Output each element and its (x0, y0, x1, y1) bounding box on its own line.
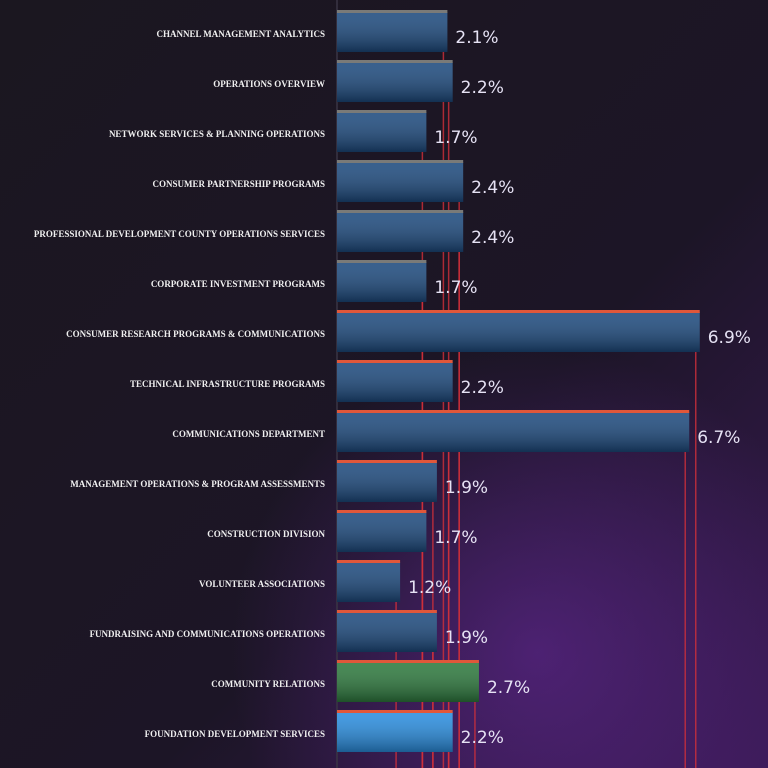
value-label: 6.7% (697, 428, 740, 448)
category-label: COMMUNICATIONS DEPARTMENT (172, 429, 325, 439)
bar-edge (337, 410, 690, 413)
bar-edge (337, 210, 464, 213)
category-label: CORPORATE INVESTMENT PROGRAMS (151, 279, 325, 289)
bar-shade (337, 662, 479, 702)
category-label: FUNDRAISING AND COMMUNICATIONS OPERATION… (90, 629, 325, 639)
bar-shade (337, 262, 427, 302)
plot: CHANNEL MANAGEMENT ANALYTICS 2.1% OPERATIO… (34, 10, 751, 768)
category-label: PROFESSIONAL DEVELOPMENT COUNTY OPERATIO… (34, 229, 325, 239)
bar-edge (337, 560, 401, 563)
value-label: 1.7% (434, 128, 477, 148)
value-label: 2.7% (487, 678, 530, 698)
bar-shade (337, 462, 437, 502)
category-label: TECHNICAL INFRASTRUCTURE PROGRAMS (130, 379, 325, 389)
category-label: MANAGEMENT OPERATIONS & PROGRAM ASSESSME… (70, 479, 325, 489)
bar-edge (337, 110, 427, 113)
category-label: CONSUMER RESEARCH PROGRAMS & COMMUNICATI… (66, 329, 325, 339)
bar-shade (337, 162, 464, 202)
category-label: CONSUMER PARTNERSHIP PROGRAMS (152, 179, 325, 189)
value-label: 1.9% (445, 628, 488, 648)
bar-edge (337, 510, 427, 513)
bar-edge (337, 10, 448, 13)
bar-shade (337, 562, 401, 602)
value-label: 2.4% (471, 228, 514, 248)
value-label: 1.7% (434, 278, 477, 298)
bar-shade (337, 512, 427, 552)
value-label: 2.2% (461, 728, 504, 748)
value-label: 1.9% (445, 478, 488, 498)
bar-shade (337, 312, 700, 352)
bar-shade (337, 12, 448, 52)
bar-edge (337, 610, 437, 613)
category-label: FOUNDATION DEVELOPMENT SERVICES (145, 729, 325, 739)
value-label: 1.7% (434, 528, 477, 548)
category-label: CHANNEL MANAGEMENT ANALYTICS (156, 29, 325, 39)
value-label: 2.1% (455, 28, 498, 48)
value-label: 2.2% (461, 78, 504, 98)
bar-shade (337, 612, 437, 652)
value-label: 1.2% (408, 578, 451, 598)
bar-edge (337, 710, 453, 713)
category-label: OPERATIONS OVERVIEW (213, 79, 325, 89)
bar-edge (337, 660, 479, 663)
value-label: 2.2% (461, 378, 504, 398)
category-label: COMMUNITY RELATIONS (211, 679, 325, 689)
category-label: NETWORK SERVICES & PLANNING OPERATIONS (109, 129, 325, 139)
value-label: 2.4% (471, 178, 514, 198)
category-label: VOLUNTEER ASSOCIATIONS (199, 579, 325, 589)
bar-shade (337, 112, 427, 152)
bar-shade (337, 362, 453, 402)
category-label: CONSTRUCTION DIVISION (207, 529, 325, 539)
bar-edge (337, 360, 453, 363)
bar-edge (337, 310, 700, 313)
bar-edge (337, 160, 464, 163)
bar-edge (337, 460, 437, 463)
value-label: 6.9% (708, 328, 751, 348)
bar-edge (337, 260, 427, 263)
bar-edge (337, 60, 453, 63)
bar-shade (337, 62, 453, 102)
bar-shade (337, 412, 690, 452)
bar-shade (337, 712, 453, 752)
bar-shade (337, 212, 464, 252)
